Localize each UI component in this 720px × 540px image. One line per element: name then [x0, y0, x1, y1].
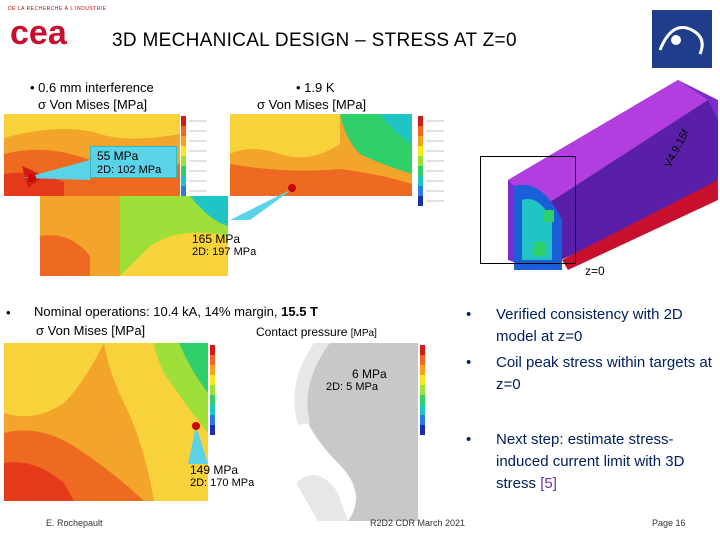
callout-cooldown-sub: 2D: 197 MPa [192, 246, 257, 258]
callout-cooldown-main: 165 MPa [192, 232, 241, 246]
stress-plot-cooldown-zoom [40, 196, 228, 276]
bottom-bullet-marker: • [6, 305, 11, 320]
callout-contact-pressure: 6 MPa 2D: 5 MPa [326, 367, 387, 393]
von-mises-label-bottom: σ Von Mises [MPa] [36, 323, 146, 338]
z0-label: z=0 [585, 264, 605, 278]
callout-nominal-sub: 2D: 170 MPa [190, 477, 255, 489]
stress-plot-cooldown [230, 114, 412, 196]
callout-interference-sub: 2D: 102 MPa [97, 164, 162, 176]
right-bullet-3-text: Next step: estimate stress-induced curre… [496, 431, 685, 492]
callout-contact-pressure-main: 6 MPa [352, 367, 387, 381]
3d-magnet-model [508, 80, 718, 270]
irfu-logo-icon [652, 10, 712, 68]
cea-logo-mark: cea [10, 14, 68, 52]
irfu-logo [652, 10, 712, 68]
right-bullet-1: Verified consistency with 2D model at z=… [496, 306, 683, 345]
callout-interference: 55 MPa 2D: 102 MPa [90, 146, 177, 178]
callout-cooldown: 165 MPa 2D: 197 MPa [192, 232, 256, 258]
right-bullet-box-1: • Verified consistency with 2D model at … [466, 304, 716, 410]
right-bullet-3-marker: • [466, 431, 472, 448]
interference-bullet: • 0.6 mm interference [30, 80, 154, 95]
legend-nominal [210, 345, 238, 446]
arrow-cooldown [230, 184, 296, 220]
arrow-nominal [188, 422, 208, 464]
legend-contact-pressure [420, 345, 448, 446]
nominal-operations-bullet: Nominal operations: 10.4 kA, 14% margin,… [34, 304, 318, 319]
page-title: 3D MECHANICAL DESIGN – STRESS AT Z=0 [112, 30, 517, 51]
reference-link[interactable]: [5] [540, 475, 557, 492]
callout-nominal: 149 MPa 2D: 170 MPa [190, 463, 254, 489]
right-bullet-3: Next step: estimate stress-induced curre… [496, 429, 696, 495]
right-bullet-1-marker: • [466, 306, 472, 323]
stress-plot-nominal [4, 343, 208, 501]
footer-author: E. Rochepault [46, 518, 103, 528]
footer-event: R2D2 CDR March 2021 [370, 518, 466, 528]
right-bullet-2-marker: • [466, 354, 472, 371]
svg-text:cea: cea [10, 14, 68, 50]
callout-interference-main: 55 MPa [97, 149, 139, 163]
contact-pressure-plot [238, 343, 418, 521]
z0-section-frame [480, 156, 576, 264]
contact-pressure-unit: [MPa] [350, 328, 377, 339]
von-mises-label-mid: σ Von Mises [MPa] [257, 97, 367, 112]
contact-pressure-text: Contact pressure [256, 325, 348, 339]
contact-pressure-label: Contact pressure [MPa] [256, 325, 377, 339]
callout-nominal-main: 149 MPa [190, 463, 239, 477]
von-mises-label-left: σ Von Mises [MPa] [38, 97, 148, 112]
legend-cooldown [418, 116, 448, 215]
right-bullet-2: Coil peak stress within targets at z=0 [496, 354, 712, 393]
footer-page: Page 16 [652, 518, 686, 528]
arrow-interference [24, 160, 90, 182]
logo-small-text: DE LA RECHERCHE À L'INDUSTRIE [8, 6, 107, 12]
callout-contact-pressure-sub: 2D: 5 MPa [326, 381, 378, 393]
temperature-bullet: • 1.9 K [296, 80, 335, 95]
cea-logo: DE LA RECHERCHE À L'INDUSTRIE cea [8, 6, 108, 56]
nominal-operations-text: Nominal operations: 10.4 kA, 14% margin, [34, 304, 282, 319]
nominal-field-value: 15.5 T [281, 304, 318, 319]
